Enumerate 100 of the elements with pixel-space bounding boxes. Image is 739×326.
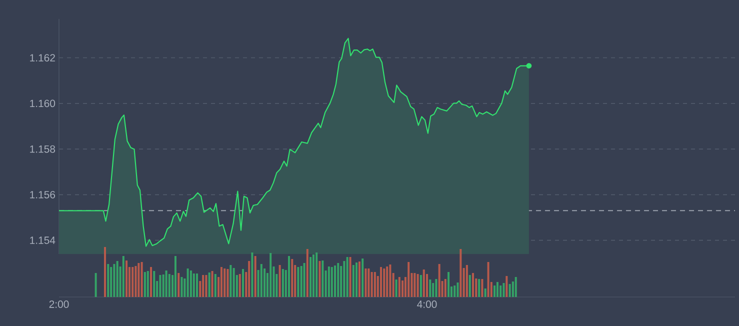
bar: [126, 260, 128, 297]
bar: [270, 253, 272, 297]
bar: [438, 264, 440, 297]
bar: [481, 279, 484, 297]
bar: [395, 280, 398, 297]
bar: [230, 265, 232, 297]
bar: [358, 262, 360, 297]
bar: [444, 279, 446, 297]
bar: [383, 268, 386, 297]
bar: [414, 273, 416, 297]
bar: [306, 249, 308, 297]
bar: [144, 272, 146, 297]
bar: [202, 275, 204, 297]
bar: [288, 256, 290, 297]
bar: [478, 279, 480, 297]
bar: [174, 256, 176, 297]
bar: [242, 269, 244, 297]
bar: [291, 259, 294, 297]
bar: [180, 277, 183, 297]
y-tick-label: 1.154: [30, 236, 56, 244]
x-tick-label: 4:00: [417, 300, 437, 308]
bar: [282, 269, 284, 297]
bar: [192, 274, 195, 297]
y-tick-label: 1.160: [30, 100, 56, 108]
bar: [312, 254, 314, 297]
bar: [107, 264, 110, 297]
bar: [220, 267, 222, 297]
y-tick-label: 1.156: [30, 190, 56, 198]
bar: [278, 265, 281, 297]
bar: [94, 273, 97, 297]
bar: [356, 262, 358, 297]
bar: [500, 286, 502, 297]
y-tick-label: 1.158: [30, 145, 56, 153]
bar: [122, 256, 124, 297]
bar: [140, 262, 143, 297]
bar: [448, 272, 450, 297]
bar: [429, 280, 432, 297]
bar: [226, 269, 229, 297]
bar: [168, 274, 170, 297]
bar: [186, 268, 189, 297]
bar: [506, 276, 508, 297]
bar: [496, 282, 498, 297]
bar: [146, 271, 149, 297]
bar: [165, 270, 168, 297]
bar: [484, 288, 486, 297]
bar: [389, 264, 392, 297]
bar: [150, 267, 152, 297]
bar: [116, 261, 118, 297]
bar: [402, 280, 404, 297]
bar: [178, 273, 180, 297]
bar: [380, 267, 382, 297]
bar: [416, 274, 419, 297]
bar: [343, 261, 346, 297]
bar: [466, 265, 468, 297]
bar: [337, 263, 340, 297]
bar: [349, 257, 352, 297]
bar: [487, 262, 490, 297]
bar: [303, 263, 306, 297]
bar: [364, 268, 367, 297]
bar: [472, 273, 474, 297]
bar: [190, 270, 192, 297]
bar: [368, 268, 370, 297]
bar: [310, 257, 312, 297]
bar: [132, 267, 134, 297]
bar: [386, 266, 388, 297]
bar: [408, 262, 410, 297]
bar: [398, 277, 400, 297]
bar: [104, 247, 106, 297]
bar: [138, 263, 140, 297]
bar: [196, 274, 198, 297]
bar: [232, 268, 235, 297]
bar: [224, 268, 226, 297]
bar: [432, 283, 434, 297]
bar: [211, 271, 214, 297]
bar: [494, 286, 496, 297]
bar: [110, 267, 112, 297]
bar: [468, 275, 471, 297]
bar: [318, 261, 321, 297]
bar: [300, 266, 302, 297]
bar: [251, 252, 254, 297]
bar: [214, 274, 216, 297]
bar: [238, 274, 241, 297]
bar: [502, 283, 505, 297]
bar: [352, 265, 354, 297]
bar: [328, 266, 330, 297]
bar: [162, 274, 164, 297]
bar: [208, 272, 210, 297]
bar: [134, 266, 137, 297]
bar: [362, 258, 364, 297]
y-tick-label: 1.162: [30, 54, 55, 62]
bar: [153, 271, 156, 297]
bar: [316, 252, 318, 297]
bar: [113, 264, 116, 297]
bar: [297, 267, 300, 297]
bar: [508, 284, 511, 297]
bar: [374, 272, 376, 297]
bar: [260, 264, 262, 297]
bar: [514, 277, 517, 297]
bar: [460, 249, 462, 297]
x-tick-label: 2:00: [49, 300, 69, 308]
